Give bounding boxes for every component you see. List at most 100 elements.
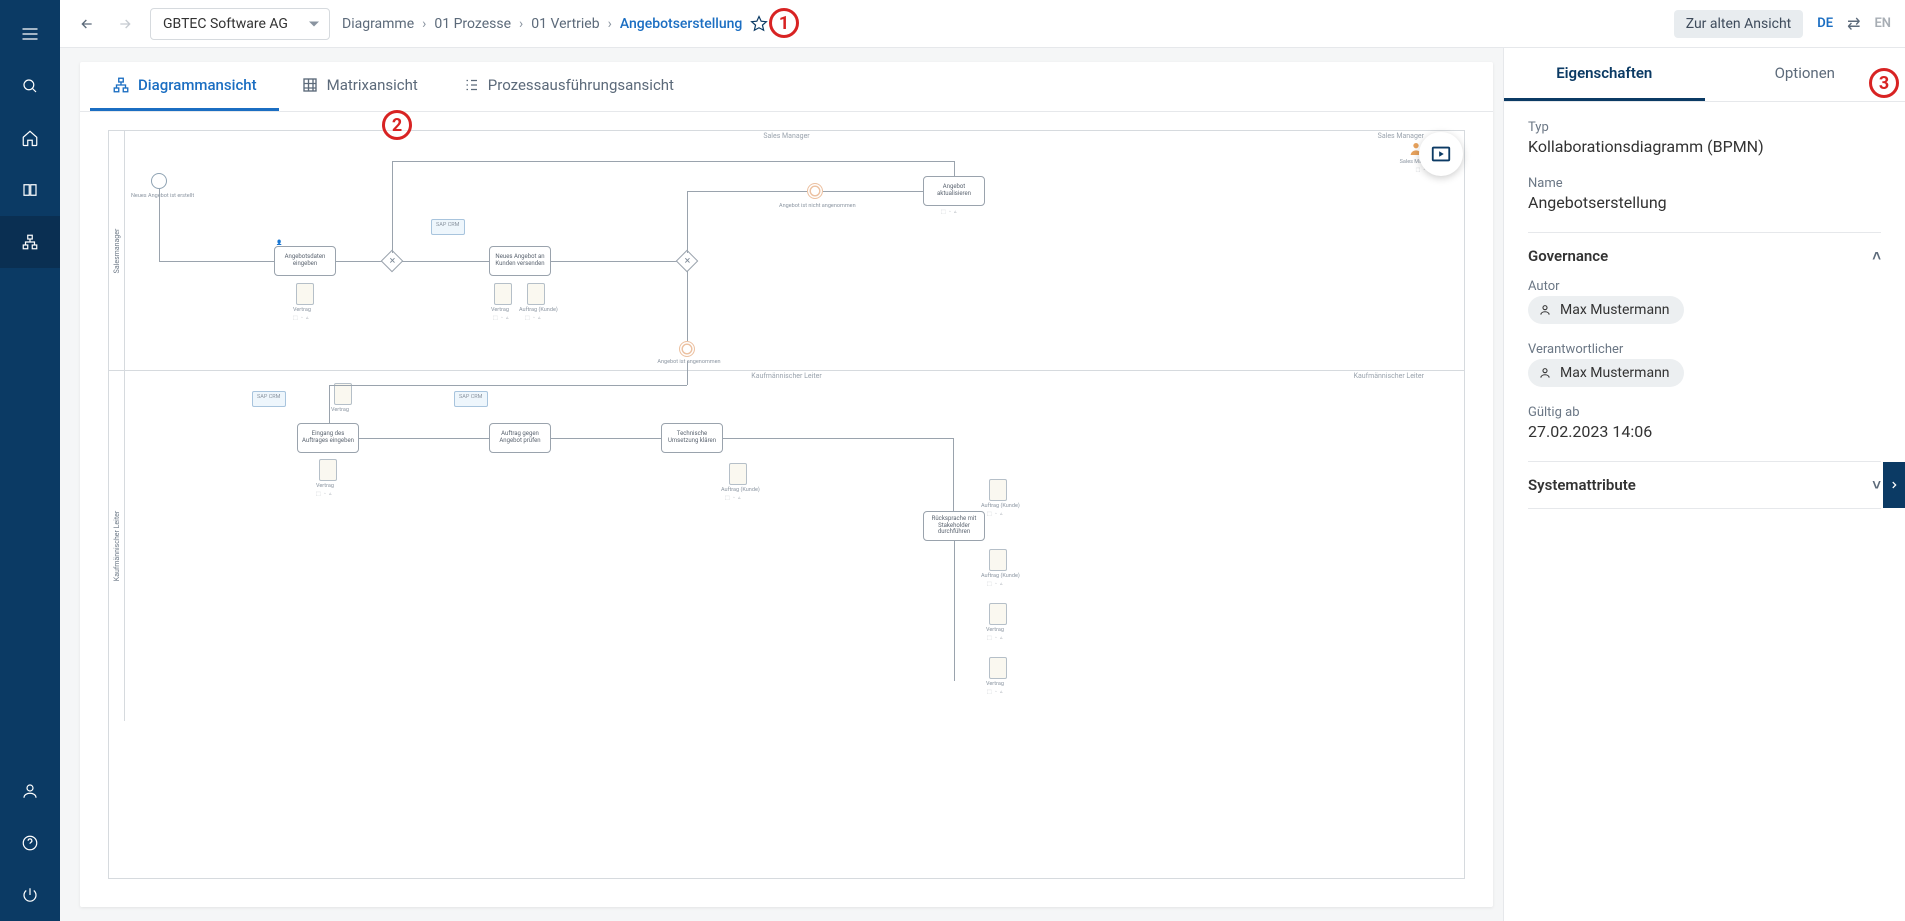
bpmn-task[interactable]: Angebotsdaten eingeben <box>274 246 336 276</box>
sequence-flow <box>392 161 393 253</box>
search-icon[interactable] <box>0 60 60 112</box>
section-governance[interactable]: Governance ˄ <box>1528 232 1881 279</box>
panel-collapse-handle[interactable] <box>1883 462 1905 508</box>
sequence-flow <box>336 261 384 262</box>
content-row: Diagrammansicht Matrixansicht Prozessaus… <box>60 48 1905 921</box>
favorite-star-icon[interactable] <box>750 15 768 33</box>
bpmn-task[interactable]: Technische Umsetzung klären <box>661 423 723 453</box>
lang-en[interactable]: EN <box>1874 16 1891 31</box>
bpmn-data-label: SAP CRM <box>436 222 459 228</box>
power-icon[interactable] <box>0 869 60 921</box>
tab-diagram-view[interactable]: Diagrammansicht <box>90 62 279 111</box>
tab-properties[interactable]: Eigenschaften <box>1504 48 1705 101</box>
mini-indicator-icons: ⬚ ◦ ▵ <box>987 511 1004 517</box>
breadcrumb: Diagramme › 01 Prozesse › 01 Vertrieb › … <box>342 15 768 33</box>
breadcrumb-item-current[interactable]: Angebotserstellung <box>620 16 743 32</box>
diagram-viewport[interactable]: Vertrieb Kaufmann Assistenz Salesmanager… <box>108 130 1465 879</box>
chevron-right-icon: › <box>519 16 523 32</box>
menu-icon[interactable] <box>0 8 60 60</box>
bpmn-data-object[interactable] <box>334 383 352 405</box>
sequence-flow <box>687 191 807 192</box>
bpmn-gateway-exclusive[interactable] <box>676 250 699 273</box>
bpmn-data-label: Auftrag (Kunde) <box>721 487 760 493</box>
mini-indicator-icons: ⬚ ◦ ▵ <box>941 209 958 215</box>
bpmn-data-object[interactable] <box>989 549 1007 571</box>
sequence-flow <box>687 271 688 341</box>
mini-indicator-icons: ⬚ ◦ ▵ <box>987 689 1004 695</box>
field-label-type: Typ <box>1528 120 1881 135</box>
field-value-name: Angebotserstellung <box>1528 193 1881 212</box>
user-task-marker-icon: 👤 <box>276 240 283 246</box>
lane-label-text: Kaufmännischer Leiter <box>113 511 121 581</box>
tab-options[interactable]: Optionen <box>1705 48 1905 101</box>
play-button[interactable] <box>1419 132 1463 176</box>
catalog-icon[interactable] <box>0 164 60 216</box>
lang-de[interactable]: DE <box>1817 16 1833 31</box>
bpmn-event-label: Angebot ist nicht angenommen <box>779 203 853 209</box>
bpmn-data-object[interactable] <box>989 603 1007 625</box>
bpmn-data-label: SAP CRM <box>459 394 482 400</box>
user-icon[interactable] <box>0 765 60 817</box>
bpmn-data-object[interactable] <box>989 479 1007 501</box>
tab-process-execution-view[interactable]: Prozessausführungsansicht <box>440 62 696 111</box>
mini-indicator-icons: ⬚ ◦ ▵ <box>493 315 510 321</box>
lane-label-text: Salesmanager <box>113 228 121 273</box>
sequence-flow <box>551 438 661 439</box>
bpmn-intermediate-event[interactable] <box>679 341 695 357</box>
sequence-flow <box>687 361 688 385</box>
sequence-flow <box>953 438 954 511</box>
field-label-author: Autor <box>1528 279 1881 294</box>
bpmn-task[interactable]: Rücksprache mit Stakeholder durchführen <box>923 511 985 541</box>
bpmn-data-object[interactable] <box>989 657 1007 679</box>
breadcrumb-item[interactable]: 01 Vertrieb <box>531 16 599 32</box>
bpmn-start-event[interactable] <box>151 173 167 189</box>
tab-matrix-view[interactable]: Matrixansicht <box>279 62 440 111</box>
forward-button[interactable] <box>112 11 138 37</box>
bpmn-data-object[interactable] <box>319 459 337 481</box>
hierarchy-icon[interactable] <box>0 216 60 268</box>
mini-indicator-icons: ⬚ ◦ ▵ <box>293 315 310 321</box>
view-tabs: Diagrammansicht Matrixansicht Prozessaus… <box>80 62 1493 112</box>
home-icon[interactable] <box>0 112 60 164</box>
bpmn-task[interactable]: Neues Angebot an Kunden versenden <box>489 246 551 276</box>
field-label-valid-from: Gültig ab <box>1528 405 1881 420</box>
bpmn-data-object[interactable] <box>296 283 314 305</box>
bpmn-intermediate-event[interactable] <box>807 183 823 199</box>
org-selector-label: GBTEC Software AG <box>163 16 288 32</box>
chevron-right-icon: › <box>608 16 612 32</box>
chevron-up-icon: ˄ <box>1872 247 1881 265</box>
tab-label: Matrixansicht <box>327 76 418 94</box>
back-button[interactable] <box>74 11 100 37</box>
bpmn-data-label: Vertrag <box>491 307 509 313</box>
old-view-button[interactable]: Zur alten Ansicht <box>1674 10 1804 38</box>
responsible-chip[interactable]: Max Mustermann <box>1528 359 1684 387</box>
bpmn-lane-1: Salesmanager Sales Manager Sales Manager… <box>109 131 1464 371</box>
bpmn-task[interactable]: Angebot aktualisieren <box>923 176 985 206</box>
help-icon[interactable] <box>0 817 60 869</box>
swap-icon[interactable]: ⇄ <box>1847 14 1860 33</box>
bpmn-data-label: Vertrag <box>331 407 349 413</box>
bpmn-gateway-exclusive[interactable] <box>381 250 404 273</box>
field-value-type: Kollaborationsdiagramm (BPMN) <box>1528 137 1881 156</box>
mini-indicator-icons: ⬚ ◦ ▵ <box>525 315 542 321</box>
bpmn-data-object[interactable] <box>494 283 512 305</box>
nav-rail <box>0 0 60 921</box>
breadcrumb-item[interactable]: 01 Prozesse <box>434 16 511 32</box>
chevron-right-icon: › <box>422 16 426 32</box>
breadcrumb-item[interactable]: Diagramme <box>342 16 414 32</box>
mini-indicator-icons: ⬚ ◦ ▵ <box>987 635 1004 641</box>
author-chip[interactable]: Max Mustermann <box>1528 296 1684 324</box>
section-system-attributes[interactable]: Systemattribute ˅ <box>1528 461 1881 509</box>
field-label-responsible: Verantwortlicher <box>1528 342 1881 357</box>
org-selector[interactable]: GBTEC Software AG <box>150 8 330 40</box>
lane-title: Kaufmännischer Leiter <box>751 372 821 380</box>
bpmn-data-object[interactable] <box>729 463 747 485</box>
bpmn-data-label: Vertrag <box>986 681 1004 687</box>
diagram-card: Diagrammansicht Matrixansicht Prozessaus… <box>80 62 1493 907</box>
sequence-flow <box>329 385 330 423</box>
bpmn-data-object[interactable] <box>527 283 545 305</box>
bpmn-data-label: Auftrag (Kunde) <box>981 573 1020 579</box>
bpmn-task[interactable]: Eingang des Auftrages eingeben <box>297 423 359 453</box>
bpmn-task[interactable]: Auftrag gegen Angebot prüfen <box>489 423 551 453</box>
bpmn-event-label: Angebot ist angenommen <box>654 359 724 365</box>
